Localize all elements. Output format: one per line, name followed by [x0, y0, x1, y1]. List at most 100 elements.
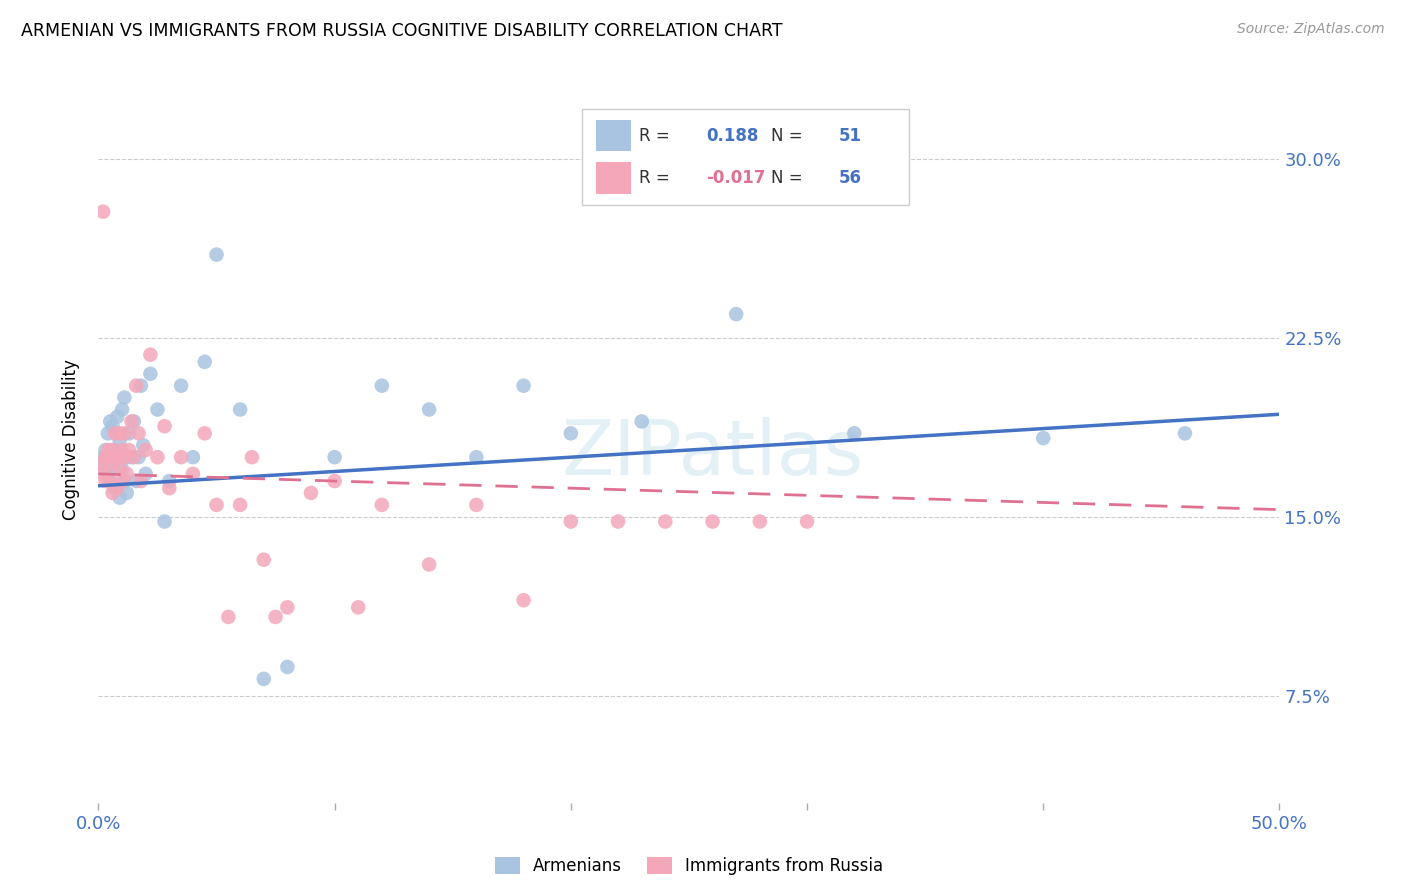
Point [115, 450, 138, 465]
Point [512, 593, 534, 607]
Point [108, 426, 131, 441]
Point [135, 443, 157, 458]
Point [112, 426, 135, 441]
Point [112, 474, 135, 488]
Point [121, 450, 143, 465]
Point [418, 402, 440, 417]
Point [347, 600, 370, 615]
Point [101, 458, 124, 472]
Text: N =: N = [770, 127, 803, 145]
Point [194, 355, 217, 369]
Point [560, 426, 582, 441]
Point [796, 515, 818, 529]
Point [748, 515, 770, 529]
Point [702, 515, 724, 529]
Point [217, 610, 239, 624]
Point [105, 481, 128, 495]
Point [607, 515, 630, 529]
Point [128, 450, 150, 465]
Point [111, 443, 134, 458]
Point [323, 474, 346, 488]
Text: ARMENIAN VS IMMIGRANTS FROM RUSSIA COGNITIVE DISABILITY CORRELATION CHART: ARMENIAN VS IMMIGRANTS FROM RUSSIA COGNI… [21, 22, 783, 40]
Point [90, 458, 112, 472]
Point [181, 467, 204, 481]
Point [371, 378, 394, 392]
Point [91, 467, 114, 481]
Point [276, 660, 298, 674]
Point [104, 426, 127, 441]
Point [98, 474, 121, 488]
Point [98, 414, 121, 428]
Point [94, 443, 117, 458]
Point [104, 481, 127, 495]
Point [299, 486, 322, 500]
Point [98, 458, 121, 472]
Point [129, 474, 152, 488]
Point [181, 450, 204, 465]
Text: N =: N = [770, 169, 803, 187]
Point [205, 498, 228, 512]
Point [91, 204, 114, 219]
Point [276, 600, 298, 615]
Point [465, 450, 488, 465]
Point [101, 419, 124, 434]
Point [108, 434, 131, 448]
Point [112, 391, 135, 405]
Point [153, 515, 176, 529]
Point [371, 498, 394, 512]
Point [125, 474, 148, 488]
Point [1032, 431, 1054, 445]
Point [97, 450, 120, 465]
Point [101, 486, 124, 500]
Point [229, 402, 252, 417]
Point [153, 419, 176, 434]
Point [253, 672, 276, 686]
Point [111, 402, 134, 417]
Text: 51: 51 [838, 127, 862, 145]
Point [1174, 426, 1197, 441]
Point [128, 426, 150, 441]
Point [132, 438, 155, 452]
Point [139, 367, 162, 381]
Point [146, 402, 169, 417]
Point [129, 378, 152, 392]
Point [108, 491, 131, 505]
Text: 56: 56 [838, 169, 862, 187]
Point [264, 610, 287, 624]
Point [118, 443, 141, 458]
Point [125, 378, 148, 392]
Point [323, 450, 346, 465]
Point [97, 426, 120, 441]
Point [112, 450, 135, 465]
Point [194, 426, 217, 441]
Point [418, 558, 440, 572]
Point [97, 467, 120, 481]
Point [111, 474, 134, 488]
Point [94, 474, 117, 488]
Point [157, 474, 180, 488]
Point [104, 450, 127, 465]
Point [115, 486, 138, 500]
Point [240, 450, 263, 465]
Point [105, 450, 128, 465]
Point [115, 467, 138, 481]
Point [229, 498, 252, 512]
Point [170, 450, 193, 465]
Text: ZIPatlas: ZIPatlas [561, 417, 863, 491]
Point [94, 450, 117, 465]
Point [170, 378, 193, 392]
Point [91, 450, 114, 465]
Point [105, 409, 128, 424]
Point [560, 515, 582, 529]
Point [97, 443, 120, 458]
Point [205, 247, 228, 261]
Point [630, 414, 652, 428]
Point [105, 450, 128, 465]
Point [157, 481, 180, 495]
Point [90, 458, 112, 472]
Point [135, 467, 157, 481]
Point [118, 426, 141, 441]
Text: Source: ZipAtlas.com: Source: ZipAtlas.com [1237, 22, 1385, 37]
Text: 0.188: 0.188 [707, 127, 759, 145]
Point [725, 307, 748, 321]
